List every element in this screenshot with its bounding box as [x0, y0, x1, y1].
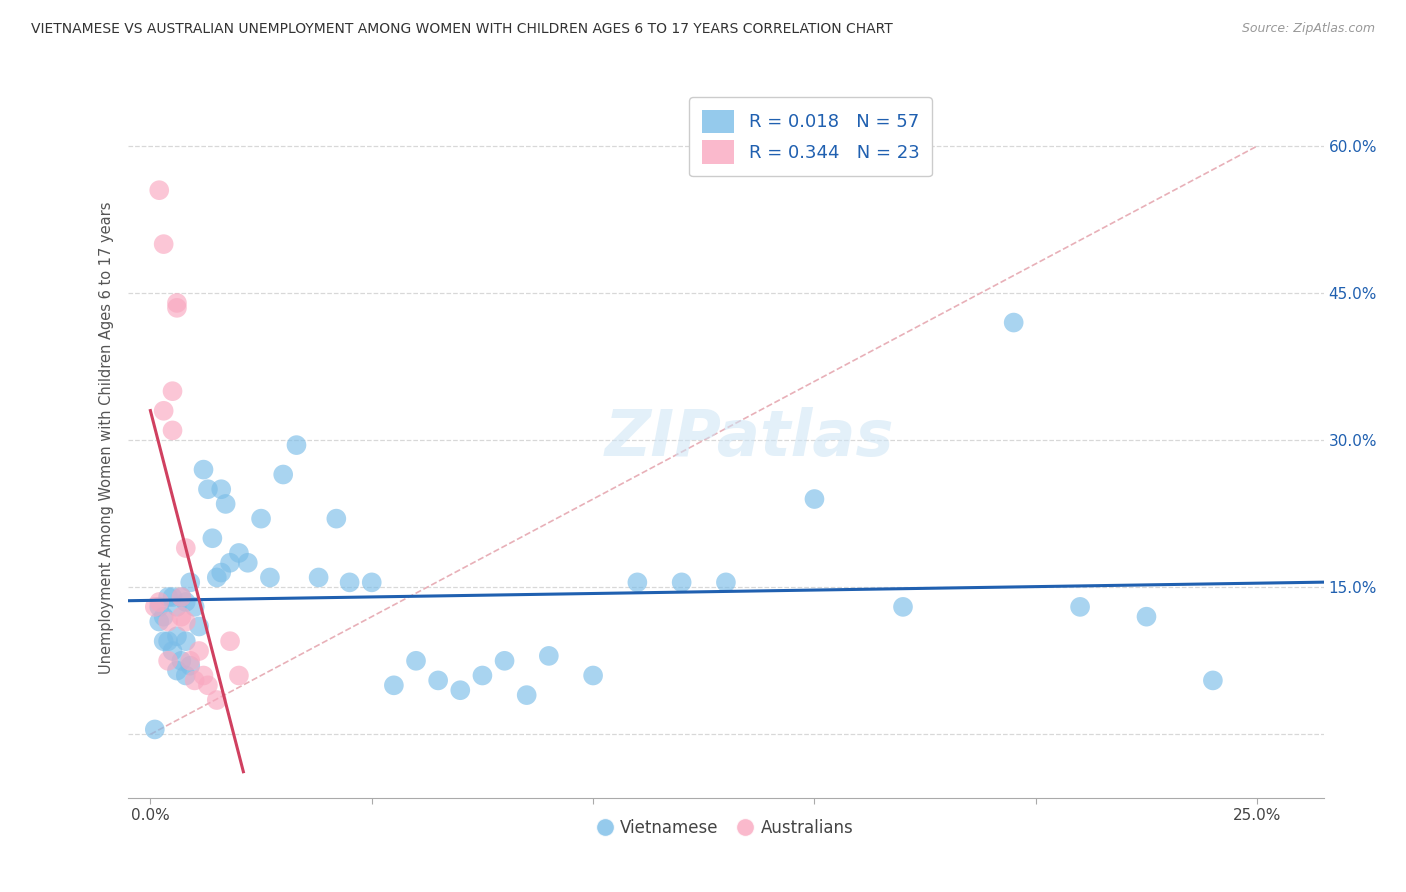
Point: [152, 609, 174, 624]
Point: [170, 609, 193, 624]
Text: Source: ZipAtlas.com: Source: ZipAtlas.com: [1241, 22, 1375, 36]
Point: [537, 648, 560, 663]
Point: [214, 497, 236, 511]
Point: [148, 599, 170, 614]
Point: [174, 595, 197, 609]
Point: [143, 599, 166, 614]
Point: [166, 599, 188, 614]
Point: [382, 678, 405, 692]
Point: [162, 590, 184, 604]
Point: [166, 629, 188, 643]
Point: [179, 658, 201, 673]
Point: [228, 668, 250, 682]
Point: [803, 491, 825, 506]
Point: [228, 546, 250, 560]
Point: [714, 575, 737, 590]
Point: [152, 634, 174, 648]
Point: [449, 683, 471, 698]
Legend: R = 0.018   N = 57, R = 0.344   N = 23: R = 0.018 N = 57, R = 0.344 N = 23: [689, 97, 932, 177]
Point: [197, 482, 219, 496]
Point: [183, 599, 205, 614]
Point: [494, 654, 516, 668]
Point: [188, 644, 211, 658]
Point: [205, 570, 228, 584]
Point: [1135, 609, 1157, 624]
Point: [183, 673, 205, 688]
Point: [174, 615, 197, 629]
Point: [209, 566, 232, 580]
Point: [162, 644, 184, 658]
Point: [427, 673, 450, 688]
Point: [174, 668, 197, 682]
Point: [152, 404, 174, 418]
Point: [174, 634, 197, 648]
Point: [166, 301, 188, 315]
Point: [162, 424, 184, 438]
Point: [157, 654, 180, 668]
Point: [219, 556, 242, 570]
Point: [339, 575, 361, 590]
Point: [271, 467, 294, 482]
Point: [166, 296, 188, 310]
Point: [193, 462, 215, 476]
Point: [170, 590, 193, 604]
Point: [1069, 599, 1091, 614]
Point: [157, 590, 180, 604]
Point: [188, 619, 211, 633]
Point: [179, 654, 201, 668]
Point: [170, 590, 193, 604]
Point: [405, 654, 427, 668]
Point: [219, 634, 242, 648]
Point: [1202, 673, 1225, 688]
Point: [250, 511, 273, 525]
Point: [626, 575, 648, 590]
Point: [148, 615, 170, 629]
Text: VIETNAMESE VS AUSTRALIAN UNEMPLOYMENT AMONG WOMEN WITH CHILDREN AGES 6 TO 17 YEA: VIETNAMESE VS AUSTRALIAN UNEMPLOYMENT AM…: [31, 22, 893, 37]
Point: [209, 482, 232, 496]
Point: [148, 595, 170, 609]
Point: [201, 531, 224, 545]
Point: [166, 664, 188, 678]
Point: [259, 570, 281, 584]
Point: [170, 654, 193, 668]
Point: [174, 541, 197, 555]
Point: [193, 668, 215, 682]
Point: [162, 384, 184, 399]
Point: [285, 438, 308, 452]
Point: [360, 575, 382, 590]
Point: [471, 668, 494, 682]
Point: [236, 556, 259, 570]
Point: [582, 668, 605, 682]
Point: [143, 723, 166, 737]
Point: [148, 183, 170, 197]
Point: [308, 570, 330, 584]
Point: [891, 599, 914, 614]
Point: [157, 634, 180, 648]
Point: [671, 575, 693, 590]
Y-axis label: Unemployment Among Women with Children Ages 6 to 17 years: Unemployment Among Women with Children A…: [100, 202, 114, 674]
Point: [516, 688, 538, 702]
Point: [205, 693, 228, 707]
Point: [179, 575, 201, 590]
Point: [152, 237, 174, 252]
Text: ZIPatlas: ZIPatlas: [605, 407, 894, 469]
Point: [197, 678, 219, 692]
Point: [1002, 316, 1025, 330]
Point: [157, 615, 180, 629]
Point: [325, 511, 347, 525]
